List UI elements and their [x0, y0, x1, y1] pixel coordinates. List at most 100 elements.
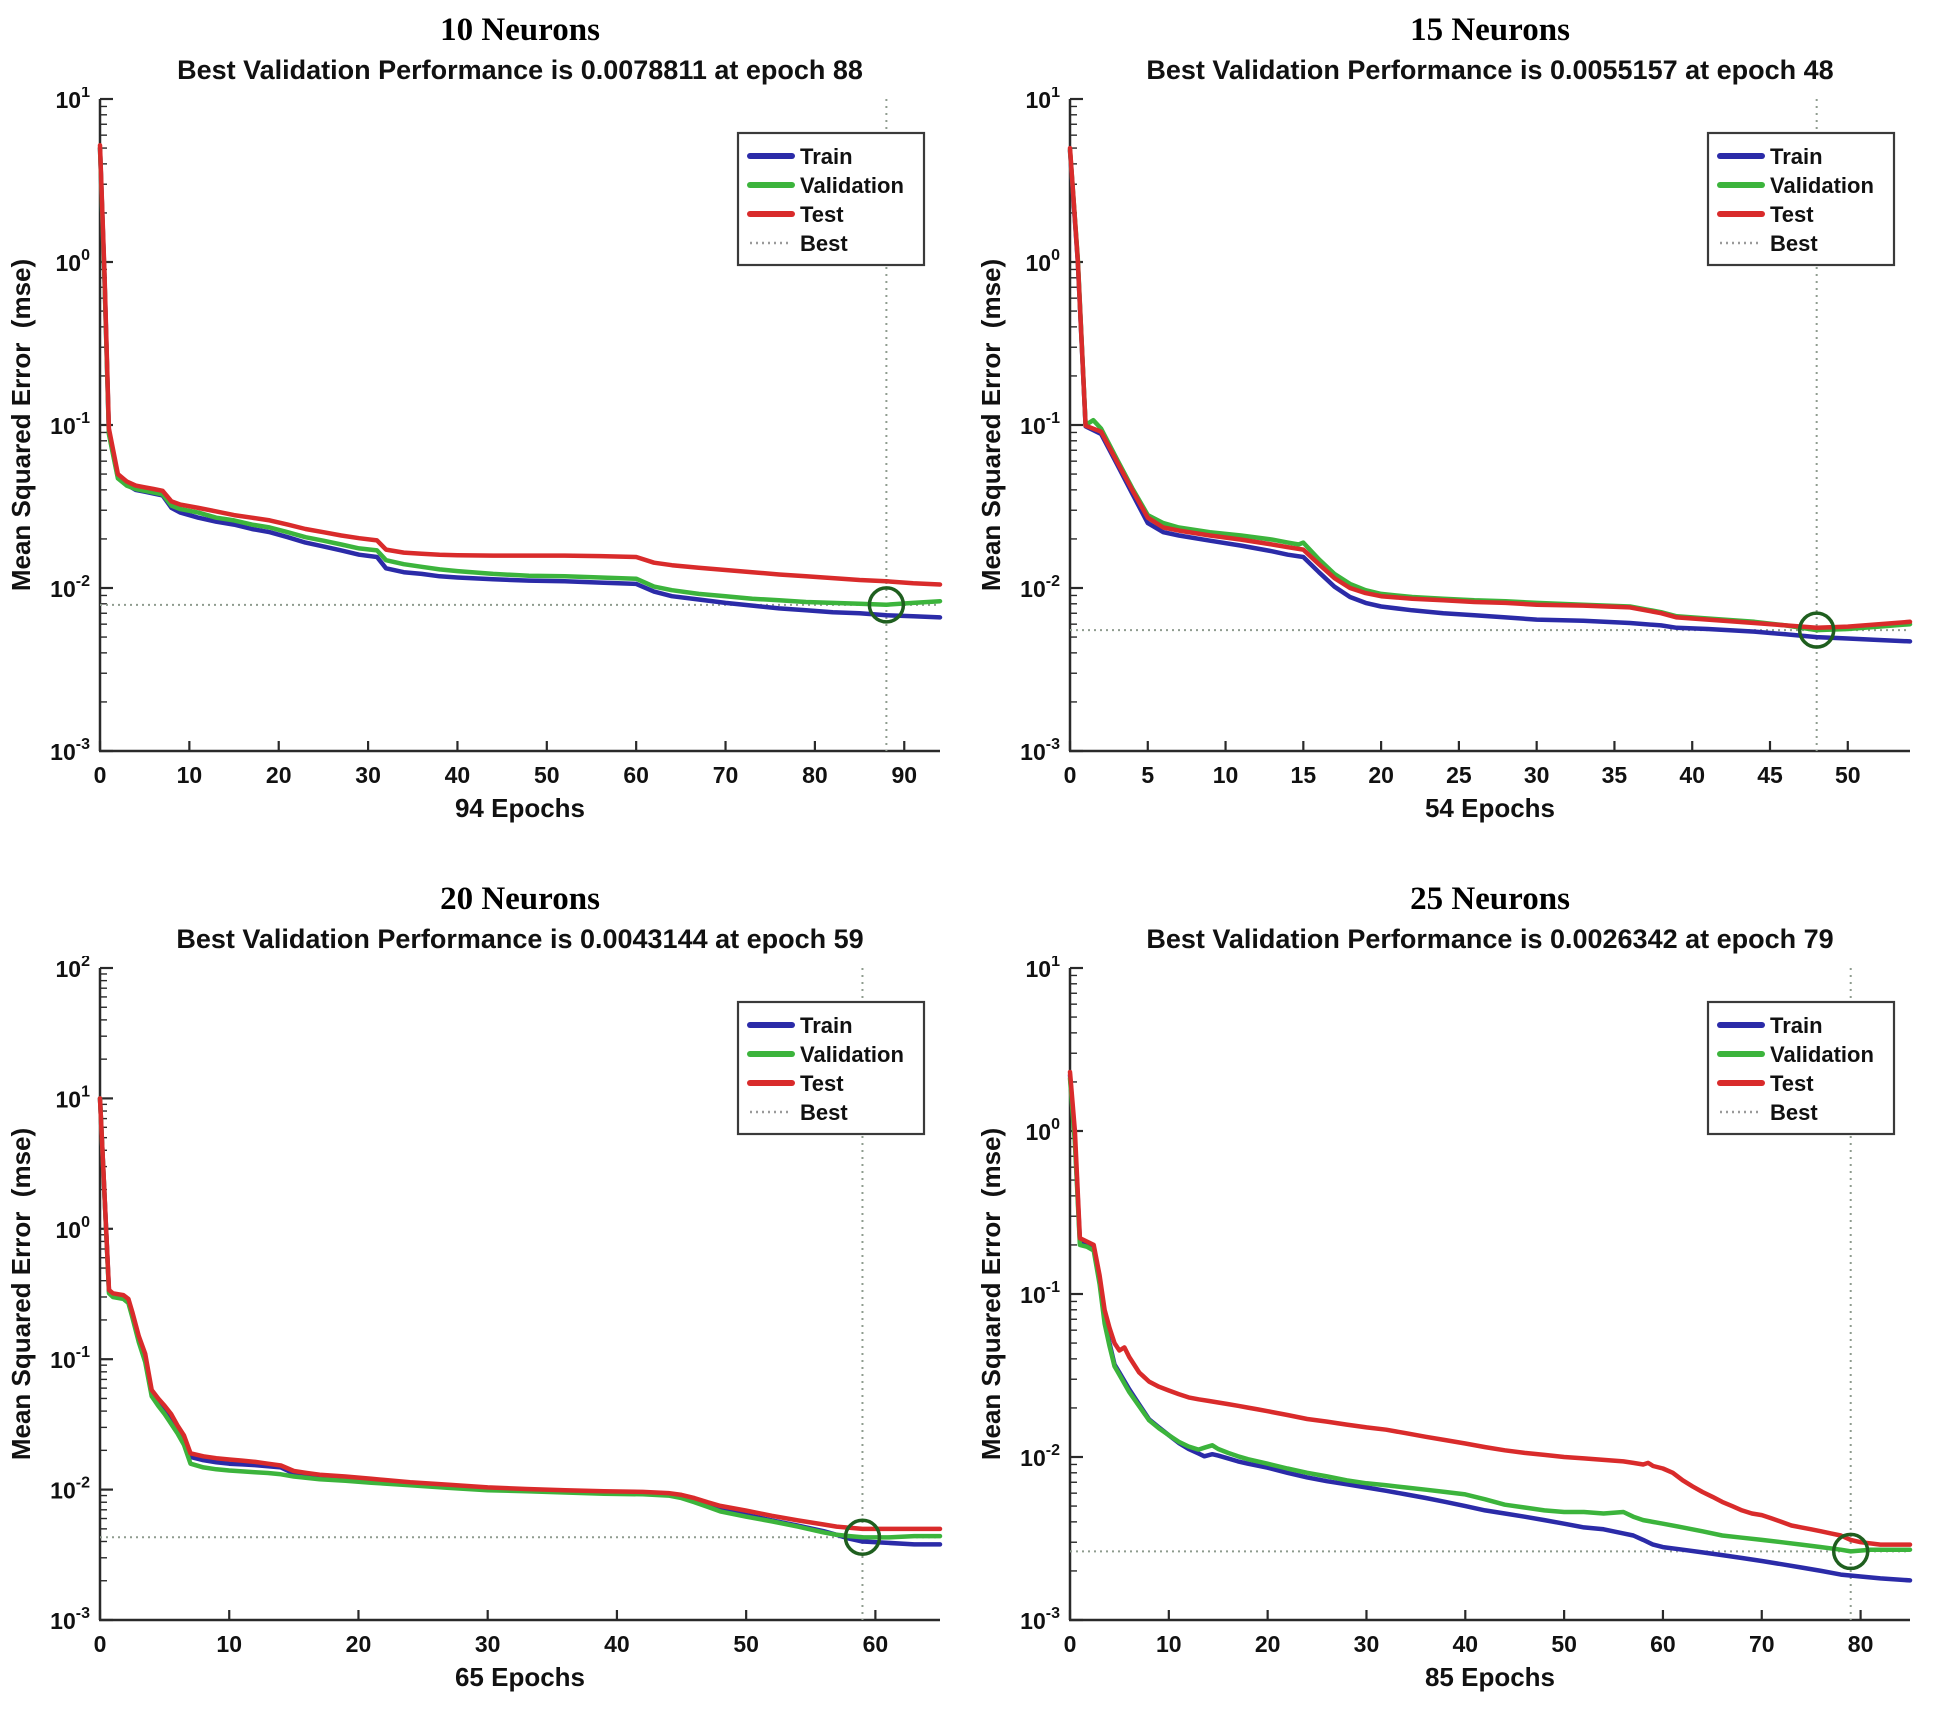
y-tick-label: 100 — [1026, 1116, 1061, 1145]
legend: Train Validation Test Best — [1706, 131, 1896, 267]
legend-item-best: Best — [750, 1100, 848, 1125]
y-tick-label: 10-1 — [50, 410, 90, 439]
legend-item-validation: Validation — [1717, 1042, 1874, 1067]
legend-item-test: Test — [1717, 202, 1814, 227]
y-tick-label: 100 — [1026, 247, 1061, 276]
test-curve — [97, 1096, 943, 1532]
y-tick-label: 10-2 — [50, 573, 90, 602]
y-tick-label: 101 — [1026, 87, 1061, 113]
figure-subtitle: Best Validation Performance is 0.0078811… — [177, 55, 863, 85]
x-tick-label: 20 — [1368, 762, 1394, 788]
x-tick-label: 5 — [1141, 762, 1154, 788]
test-curve — [1067, 1069, 1913, 1547]
validation-curve — [97, 1096, 943, 1540]
x-tick-label: 30 — [1354, 1631, 1380, 1657]
plot-canvas-15-neurons: 10-3 10-2 10-1 100 101 0 5 10 15 20 25 30 35 40 45 50 54… — [976, 87, 1913, 823]
validation-curve — [1067, 1076, 1913, 1554]
y-tick-label: 101 — [56, 1083, 91, 1112]
x-tick-label: 10 — [1213, 762, 1239, 788]
figure-title: 20 Neurons — [440, 881, 600, 917]
x-tick-label: 35 — [1602, 762, 1628, 788]
legend-item-validation: Validation — [747, 173, 904, 198]
x-tick-label: 20 — [346, 1631, 372, 1657]
x-tick-label: 15 — [1291, 762, 1317, 788]
figure-subtitle: Best Validation Performance is 0.0055157… — [1146, 55, 1834, 85]
x-tick-label: 70 — [1749, 1631, 1775, 1657]
y-tick-label: 10-1 — [1020, 410, 1060, 439]
x-tick-label: 0 — [94, 1631, 107, 1657]
x-tick-label: 50 — [1835, 762, 1861, 788]
x-axis-label: 54 Epochs — [1425, 793, 1555, 823]
figure-20-neurons: 20 Neurons Best Validation Performance i… — [0, 855, 970, 1719]
test-curve — [1067, 145, 1913, 631]
x-tick-label: 50 — [733, 1631, 759, 1657]
x-tick-label: 60 — [863, 1631, 889, 1657]
legend-item-test: Test — [1717, 1071, 1814, 1096]
x-axis-label: 65 Epochs — [455, 1662, 585, 1692]
x-tick-label: 45 — [1757, 762, 1783, 788]
x-tick-label: 20 — [1255, 1631, 1281, 1657]
x-tick-label: 10 — [216, 1631, 242, 1657]
x-tick-label: 60 — [623, 762, 649, 788]
figure-title: 10 Neurons — [440, 12, 600, 48]
train-curve — [1067, 148, 1913, 644]
y-tick-label: 10-2 — [50, 1475, 90, 1504]
legend-label: Best — [1770, 231, 1818, 256]
validation-curve — [97, 145, 943, 607]
y-axis-label: Mean Squared Error (mse) — [6, 259, 36, 591]
best-point-circle — [1831, 1532, 1870, 1571]
legend-item-validation: Validation — [747, 1042, 904, 1067]
legend-item-best: Best — [1720, 1100, 1818, 1125]
y-tick-label: 10-2 — [1020, 1442, 1060, 1471]
figure-title: 15 Neurons — [1410, 12, 1570, 48]
figure-subtitle: Best Validation Performance is 0.0026342… — [1146, 924, 1834, 954]
test-curve — [97, 143, 943, 587]
legend: Train Validation Test Best — [736, 131, 926, 267]
y-tick-label: 10-3 — [1020, 1605, 1060, 1634]
legend-label: Test — [1770, 1071, 1814, 1096]
x-tick-label: 10 — [177, 762, 203, 788]
legend-item-validation: Validation — [1717, 173, 1874, 198]
legend-label: Best — [800, 231, 848, 256]
legend-item-best: Best — [1720, 231, 1818, 256]
legend-label: Test — [800, 202, 844, 227]
x-tick-label: 30 — [355, 762, 381, 788]
x-tick-label: 60 — [1650, 1631, 1676, 1657]
y-tick-label: 101 — [56, 87, 91, 113]
x-axis-label: 85 Epochs — [1425, 1662, 1555, 1692]
y-tick-label: 10-2 — [1020, 573, 1060, 602]
y-tick-label: 101 — [1026, 956, 1061, 982]
legend-item-test: Test — [747, 1071, 844, 1096]
x-tick-label: 0 — [1064, 762, 1077, 788]
figure-15-neurons: 15 Neurons Best Validation Performance i… — [970, 0, 1940, 855]
y-tick-label: 102 — [56, 956, 91, 982]
legend-item-train: Train — [747, 144, 853, 169]
x-tick-label: 30 — [475, 1631, 501, 1657]
legend-label: Validation — [800, 1042, 904, 1067]
legend-label: Train — [800, 1013, 853, 1038]
best-point-circle — [1797, 611, 1836, 649]
y-tick-label: 10-1 — [1020, 1279, 1060, 1308]
figure-title: 25 Neurons — [1410, 881, 1570, 917]
x-tick-label: 0 — [1064, 1631, 1077, 1657]
x-tick-label: 40 — [1679, 762, 1705, 788]
legend-label: Best — [800, 1100, 848, 1125]
y-tick-label: 100 — [56, 247, 91, 276]
axes: 10-3 10-2 10-1 100 101 0 5 10 15 20 25 30 35 40 45 50 — [1020, 87, 1910, 788]
y-axis-label: Mean Squared Error (mse) — [6, 1128, 36, 1460]
legend-label: Test — [800, 1071, 844, 1096]
legend-item-best: Best — [750, 231, 848, 256]
train-curve — [1067, 1072, 1913, 1583]
y-axis-label: Mean Squared Error (mse) — [976, 259, 1006, 591]
x-tick-label: 50 — [1551, 1631, 1577, 1657]
legend: Train Validation Test Best — [736, 1000, 926, 1136]
figure-10-neurons: 10 Neurons Best Validation Performance i… — [0, 0, 970, 855]
legend-label: Test — [1770, 202, 1814, 227]
train-curve — [97, 1096, 943, 1547]
